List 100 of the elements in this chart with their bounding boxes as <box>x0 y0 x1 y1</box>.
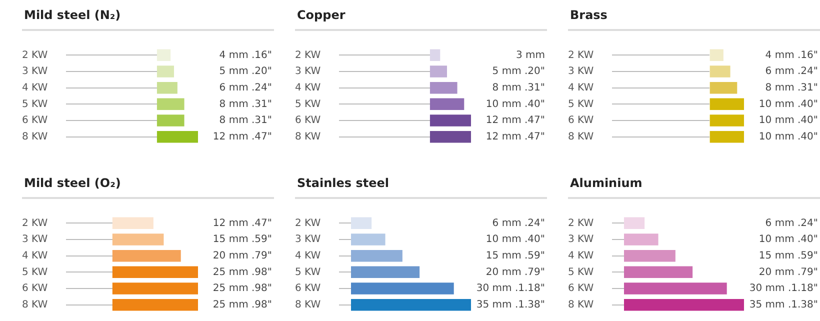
y-tick-label: 5 KW <box>22 98 48 110</box>
y-tick-label: 8 KW <box>295 131 321 142</box>
bar <box>624 266 693 278</box>
bar <box>156 66 174 78</box>
y-tick-label: 2 KW <box>295 218 321 229</box>
data-label: 20 mm .79" <box>486 266 545 278</box>
data-label: 6 mm .24" <box>219 82 272 94</box>
bar <box>112 250 181 262</box>
text: Brass <box>568 8 820 31</box>
data-label: 20 mm .79" <box>758 266 818 278</box>
bar <box>156 49 171 62</box>
data-label: 4 mm .16" <box>219 50 272 61</box>
data-label: 10 mm .40" <box>758 234 818 246</box>
data-label: 8 mm .31" <box>765 82 818 94</box>
y-tick-label: 6 KW <box>22 283 48 294</box>
bar <box>624 217 645 230</box>
data-label: 12 mm .47" <box>486 131 545 142</box>
bar <box>430 66 447 78</box>
y-tick-label: 8 KW <box>295 299 321 310</box>
bar <box>430 114 471 126</box>
y-tick-label: 5 KW <box>568 266 594 278</box>
bar <box>710 49 724 62</box>
data-label: 12 mm .47" <box>486 115 545 126</box>
bar <box>112 217 154 230</box>
data-label: 8 mm .31" <box>219 115 272 126</box>
y-tick-label: 5 KW <box>22 266 48 278</box>
data-label: 5 mm .20" <box>492 66 545 78</box>
y-tick-label: 3 KW <box>568 234 594 246</box>
bar <box>351 234 386 246</box>
bar <box>112 266 198 278</box>
y-tick-label: 3 KW <box>22 66 48 78</box>
y-tick-label: 6 KW <box>295 283 321 294</box>
y-tick-label: 2 KW <box>22 50 48 61</box>
bar <box>624 234 658 246</box>
data-label: 6 mm .24" <box>765 66 818 78</box>
y-tick-label: 6 KW <box>568 115 594 126</box>
y-tick-label: 6 KW <box>568 283 594 294</box>
data-label: 25 mm .98" <box>212 299 272 310</box>
data-label: 15 mm .59" <box>486 250 545 262</box>
data-label: 20 mm .79" <box>212 250 272 262</box>
bar <box>710 130 744 143</box>
data-label: 4 mm .16" <box>765 50 818 61</box>
data-label: 3 mm <box>516 50 545 61</box>
y-tick-label: 3 KW <box>295 66 321 78</box>
bar <box>156 82 178 94</box>
data-label: 30 mm .1.18" <box>749 283 818 294</box>
y-tick-label: 8 KW <box>568 131 594 142</box>
bar <box>710 114 744 126</box>
y-tick-label: 5 KW <box>295 266 321 278</box>
bar <box>112 282 198 294</box>
bar <box>624 282 727 294</box>
bar <box>710 82 738 94</box>
chart-title: Mild steel (N₂) <box>22 8 274 31</box>
y-tick-label: 8 KW <box>568 299 594 310</box>
y-tick-label: 8 KW <box>22 131 48 142</box>
y-tick-label: 3 KW <box>22 234 48 246</box>
bar <box>112 234 164 246</box>
chart-title: Stainles steel <box>295 176 547 199</box>
bar <box>710 98 744 110</box>
y-tick-label: 2 KW <box>295 50 321 61</box>
data-label: 10 mm .40" <box>486 98 545 110</box>
data-label: 35 mm .1.38" <box>476 299 545 310</box>
data-label: 10 mm .40" <box>758 115 818 126</box>
data-label: 5 mm .20" <box>219 66 272 78</box>
data-label: 30 mm .1.18" <box>476 283 545 294</box>
bar <box>351 298 471 311</box>
data-label: 25 mm .98" <box>212 266 272 278</box>
bar <box>430 49 440 62</box>
data-label: 6 mm .24" <box>492 218 545 229</box>
bar <box>156 98 184 110</box>
y-tick-label: 2 KW <box>22 218 48 229</box>
chart-title: Aluminium <box>568 176 820 199</box>
bar <box>430 82 458 94</box>
data-label: 15 mm .59" <box>758 250 818 262</box>
data-label: 10 mm .40" <box>758 131 818 142</box>
y-tick-label: 3 KW <box>295 234 321 246</box>
bar <box>156 114 184 126</box>
y-tick-label: 2 KW <box>568 218 594 229</box>
y-tick-label: 5 KW <box>568 98 594 110</box>
data-label: 10 mm .40" <box>486 234 545 246</box>
data-label: 10 mm .40" <box>758 98 818 110</box>
bar <box>351 217 372 230</box>
chart-title: Mild steel (O₂) <box>22 176 274 199</box>
text: Copper <box>295 8 547 31</box>
y-tick-label: 4 KW <box>568 82 594 94</box>
data-label: 25 mm .98" <box>212 283 272 294</box>
bar <box>351 266 420 278</box>
y-tick-label: 6 KW <box>22 115 48 126</box>
y-tick-label: 6 KW <box>295 115 321 126</box>
bar <box>112 298 198 311</box>
y-tick-label: 4 KW <box>568 250 594 262</box>
data-label: 12 mm .47" <box>212 131 272 142</box>
y-tick-label: 4 KW <box>295 250 321 262</box>
bar <box>430 98 464 110</box>
y-tick-label: 4 KW <box>295 82 321 94</box>
data-label: 6 mm .24" <box>765 218 818 229</box>
data-label: 8 mm .31" <box>492 82 545 94</box>
y-tick-label: 3 KW <box>568 66 594 78</box>
y-tick-label: 4 KW <box>22 250 48 262</box>
bar <box>351 250 402 262</box>
